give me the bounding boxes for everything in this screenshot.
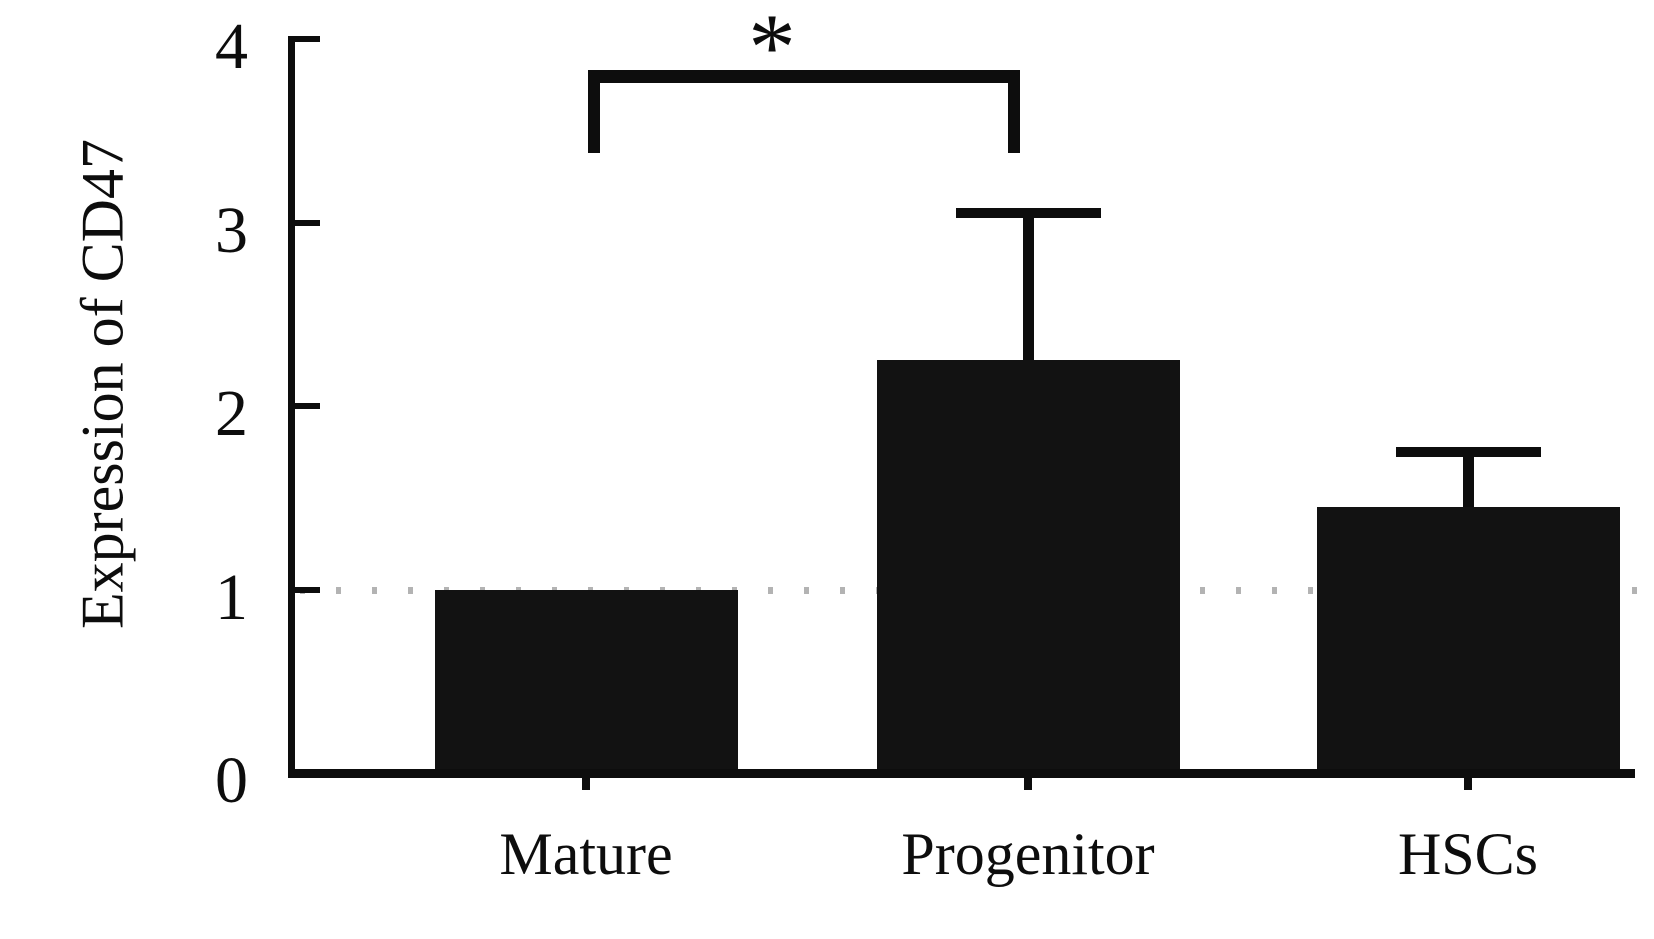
error-bar-cap-hscs	[1395, 446, 1541, 457]
y-tick-label-3: 3	[215, 193, 248, 267]
y-tick-3	[294, 219, 320, 226]
y-axis-line	[288, 36, 295, 778]
x-tick-progenitor	[1024, 778, 1032, 790]
bar-progenitor	[876, 360, 1180, 776]
x-axis-line	[288, 769, 1635, 778]
y-tick-2	[294, 403, 320, 409]
error-bar-stem-hscs	[1462, 451, 1474, 507]
error-bar-cap-progenitor	[955, 208, 1101, 219]
x-category-label-progenitor: Progenitor	[901, 821, 1155, 887]
y-tick-label-0: 0	[215, 744, 248, 817]
x-category-label-hscs: HSCs	[1397, 821, 1539, 887]
y-tick-1	[294, 586, 320, 593]
y-tick-label-2: 2	[215, 377, 248, 450]
y-tick-label-4: 4	[215, 10, 248, 83]
y-tick-4	[294, 36, 320, 42]
y-tick-label-1: 1	[215, 560, 248, 634]
x-category-label-mature: Mature	[499, 821, 673, 887]
significance-bracket	[588, 70, 1020, 153]
bar-mature	[434, 589, 738, 776]
bar-hscs	[1316, 506, 1620, 776]
significance-asterisk: *	[748, 0, 796, 100]
x-tick-hscs	[1464, 778, 1472, 790]
x-tick-mature	[582, 778, 590, 790]
error-bar-stem-progenitor	[1022, 213, 1034, 361]
